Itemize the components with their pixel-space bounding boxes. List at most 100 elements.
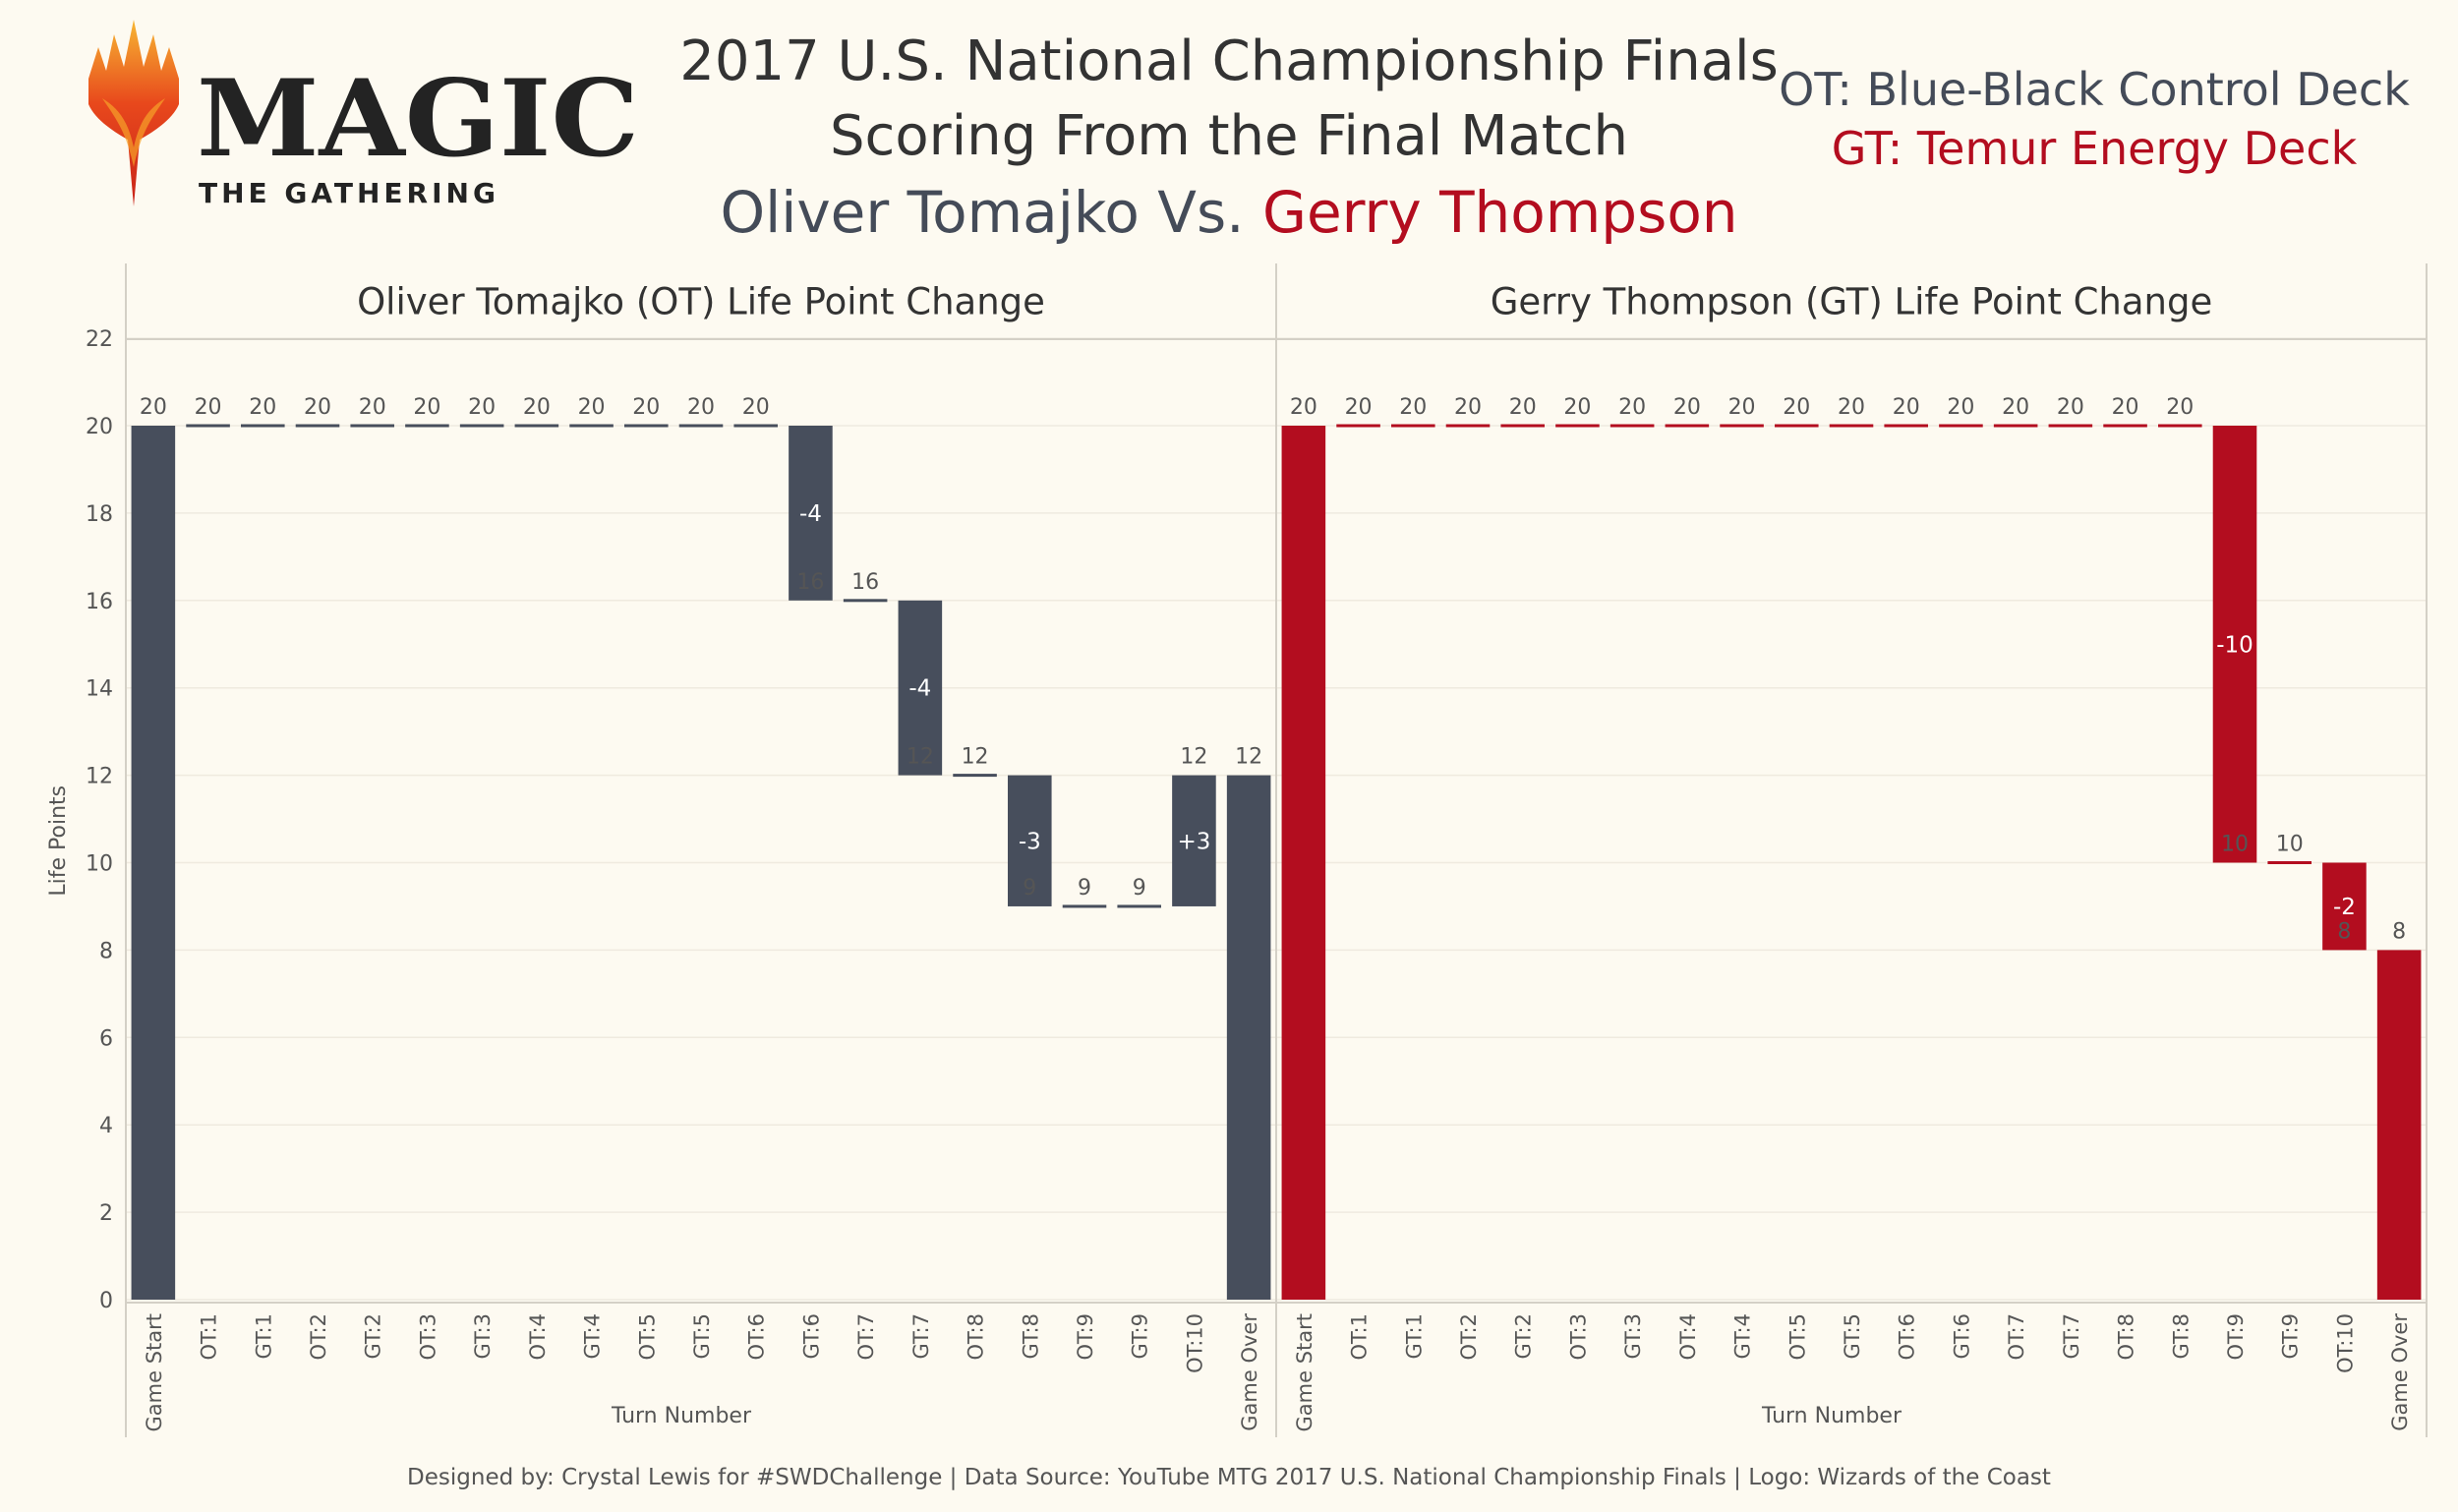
x-tick-label: OT:4 (1676, 1313, 1700, 1361)
waterfall-bar (1008, 775, 1052, 906)
value-label: 20 (578, 395, 606, 420)
chart-title-line-1: 2017 U.S. National Championship Finals (679, 29, 1779, 93)
x-tick-label: Game Over (1238, 1313, 1261, 1431)
waterfall-step-line (1062, 904, 1107, 908)
x-tick-label: GT:7 (2060, 1313, 2083, 1359)
y-axis-label: Life Points (46, 785, 71, 897)
y-tick-label: 6 (99, 1026, 113, 1051)
value-label: 16 (796, 570, 824, 595)
x-tick-label: OT:7 (854, 1313, 878, 1361)
waterfall-step-line (1720, 424, 1764, 428)
y-tick-label: 20 (86, 415, 113, 439)
change-label: -4 (908, 676, 931, 702)
waterfall-step-line (186, 424, 230, 428)
x-tick-label: GT:4 (1731, 1313, 1755, 1359)
value-label: 8 (2392, 919, 2406, 944)
value-label: 20 (632, 395, 660, 420)
value-label: 20 (1454, 395, 1482, 420)
x-tick-label: GT:8 (2169, 1313, 2193, 1359)
y-tick-label: 2 (99, 1201, 113, 1226)
deck-legend-ot: OT: Blue-Black Control Deck (1779, 63, 2410, 116)
change-label: -10 (2216, 632, 2253, 658)
player-ot-name: Oliver Tomajko (720, 179, 1140, 246)
x-tick-label: OT:5 (635, 1313, 659, 1361)
y-tick-label: 10 (86, 852, 113, 877)
x-tick-label: OT:6 (1896, 1313, 1919, 1361)
x-tick-label: GT:6 (799, 1313, 823, 1359)
y-tick-label: 22 (86, 327, 113, 352)
x-tick-label: GT:1 (1402, 1313, 1426, 1359)
x-tick-label: GT:2 (1512, 1313, 1536, 1359)
x-tick-label: OT:3 (1566, 1313, 1590, 1361)
value-label: 12 (1235, 745, 1262, 770)
x-tick-label: GT:3 (1621, 1313, 1645, 1359)
x-tick-label: OT:1 (1348, 1313, 1372, 1361)
value-label: 20 (1290, 395, 1317, 420)
x-axis-label: Turn Number (1761, 1404, 1902, 1428)
y-tick-label: 12 (86, 765, 113, 789)
value-label: 12 (962, 745, 989, 770)
value-label: 20 (1399, 395, 1427, 420)
waterfall-bar (898, 600, 943, 776)
waterfall-step-line (1609, 424, 1655, 428)
change-label: -2 (2333, 895, 2356, 920)
waterfall-step-line (2103, 424, 2147, 428)
x-tick-label: OT:8 (965, 1313, 988, 1361)
waterfall-step-line (241, 424, 285, 428)
deck-legend-gt: GT: Temur Energy Deck (1831, 122, 2358, 175)
versus-text: Vs. (1139, 179, 1263, 246)
x-tick-label: OT:1 (198, 1313, 221, 1361)
x-tick-label: OT:10 (1183, 1313, 1206, 1373)
waterfall-step-line (1500, 424, 1545, 428)
waterfall-step-line (1775, 424, 1819, 428)
waterfall-bar (131, 426, 176, 1300)
waterfall-bar (789, 426, 833, 601)
waterfall-bar (1226, 775, 1271, 1300)
value-label: 9 (1078, 876, 1091, 901)
waterfall-step-line (459, 424, 504, 428)
matchup-title: Oliver Tomajko Vs. Gerry Thompson (629, 179, 1829, 246)
value-label: 20 (249, 395, 276, 420)
waterfall-step-line (405, 424, 449, 428)
value-label: 20 (1838, 395, 1865, 420)
value-label: 20 (687, 395, 715, 420)
waterfall-chart: 0 2 4 6 8 10 12 14 16 18 20 22 Life Points Oliver Tom… (46, 263, 2428, 1437)
waterfall-bar (1172, 775, 1216, 906)
x-tick-label: GT:6 (1950, 1313, 1973, 1359)
chart-title-line-2: Scoring From the Final Match (830, 104, 1628, 168)
x-tick-label: GT:2 (362, 1313, 385, 1359)
footer-credit: Designed by: Crystal Lewis for #SWDChall… (407, 1465, 2051, 1490)
waterfall-step-line (953, 774, 997, 778)
value-label: 20 (195, 395, 222, 420)
waterfall-step-line (624, 424, 669, 428)
value-label: 9 (1133, 876, 1146, 901)
x-tick-label: OT:9 (2224, 1313, 2248, 1361)
value-label: 20 (1673, 395, 1701, 420)
value-label: 20 (140, 395, 167, 420)
waterfall-step-line (1884, 424, 1928, 428)
waterfall-bar (2376, 950, 2422, 1300)
y-tick-label: 0 (99, 1289, 113, 1313)
x-tick-label: GT:4 (581, 1313, 605, 1359)
value-label: 20 (1509, 395, 1537, 420)
magic-the-gathering-logo: MAGIC THE GATHERING (88, 20, 639, 206)
x-tick-label: Game Start (1293, 1313, 1317, 1432)
x-tick-label: GT:5 (1841, 1313, 1864, 1359)
x-tick-label: GT:7 (909, 1313, 933, 1359)
waterfall-step-line (2267, 861, 2312, 864)
panel-title: Oliver Tomajko (OT) Life Point Change (357, 281, 1045, 323)
value-label: 20 (1345, 395, 1373, 420)
x-axis-label: Turn Number (611, 1404, 752, 1428)
value-label: 20 (523, 395, 551, 420)
value-label: 20 (2002, 395, 2029, 420)
value-label: 20 (468, 395, 496, 420)
x-tick-label: GT:8 (1019, 1313, 1042, 1359)
waterfall-step-line (569, 424, 614, 428)
waterfall-bar (2322, 862, 2367, 951)
value-label: 12 (907, 745, 934, 770)
waterfall-step-line (1391, 424, 1435, 428)
waterfall-step-line (678, 424, 724, 428)
y-tick-label: 8 (99, 939, 113, 963)
value-label: 10 (2276, 833, 2304, 857)
waterfall-step-line (1993, 424, 2038, 428)
